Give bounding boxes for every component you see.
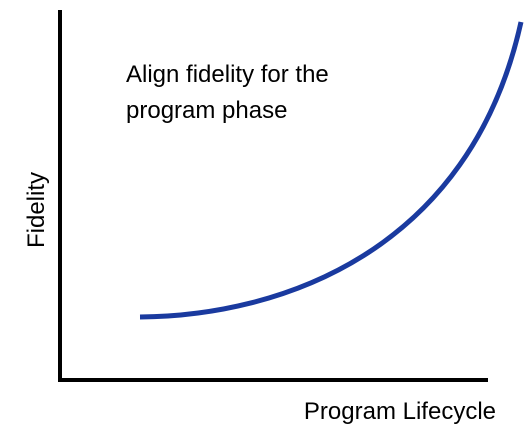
annotation-line: program phase [126,97,287,124]
fidelity-curve [139,21,524,320]
y-axis-label: Fidelity [23,172,50,248]
x-axis-label: Program Lifecycle [304,398,496,424]
annotation-line: Align fidelity for the [126,61,329,88]
